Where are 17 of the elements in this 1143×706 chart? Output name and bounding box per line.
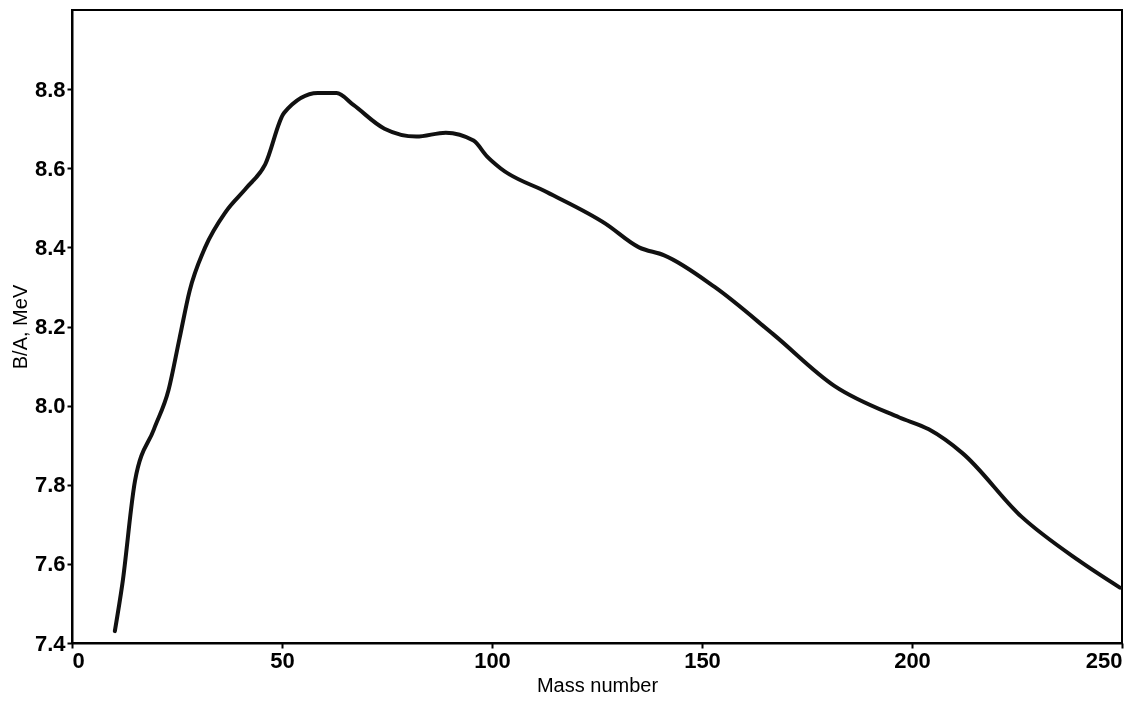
x-tick-label: 200	[894, 647, 931, 673]
y-tick-label: 7.6	[34, 551, 66, 577]
y-tick-label: 7.4	[34, 630, 67, 656]
y-tick-label: 8.6	[34, 155, 66, 181]
x-tick-label: 100	[474, 647, 511, 673]
x-axis-title: Mass number	[536, 673, 659, 696]
x-tick-label: 50	[270, 647, 295, 673]
y-tick-label: 7.8	[34, 472, 66, 498]
line-series	[112, 91, 1122, 634]
y-axis-title: B/A, MeV	[8, 284, 31, 370]
x-tick-label: 0	[72, 647, 85, 673]
x-tick-label: 150	[684, 647, 721, 673]
x-tick-label: 250	[1085, 647, 1123, 673]
y-tick-label: 8.2	[34, 314, 66, 339]
y-tick-label: 8.4	[34, 234, 67, 260]
y-tick-label: 8.0	[34, 393, 66, 419]
y-tick-label: 8.8	[34, 76, 66, 102]
